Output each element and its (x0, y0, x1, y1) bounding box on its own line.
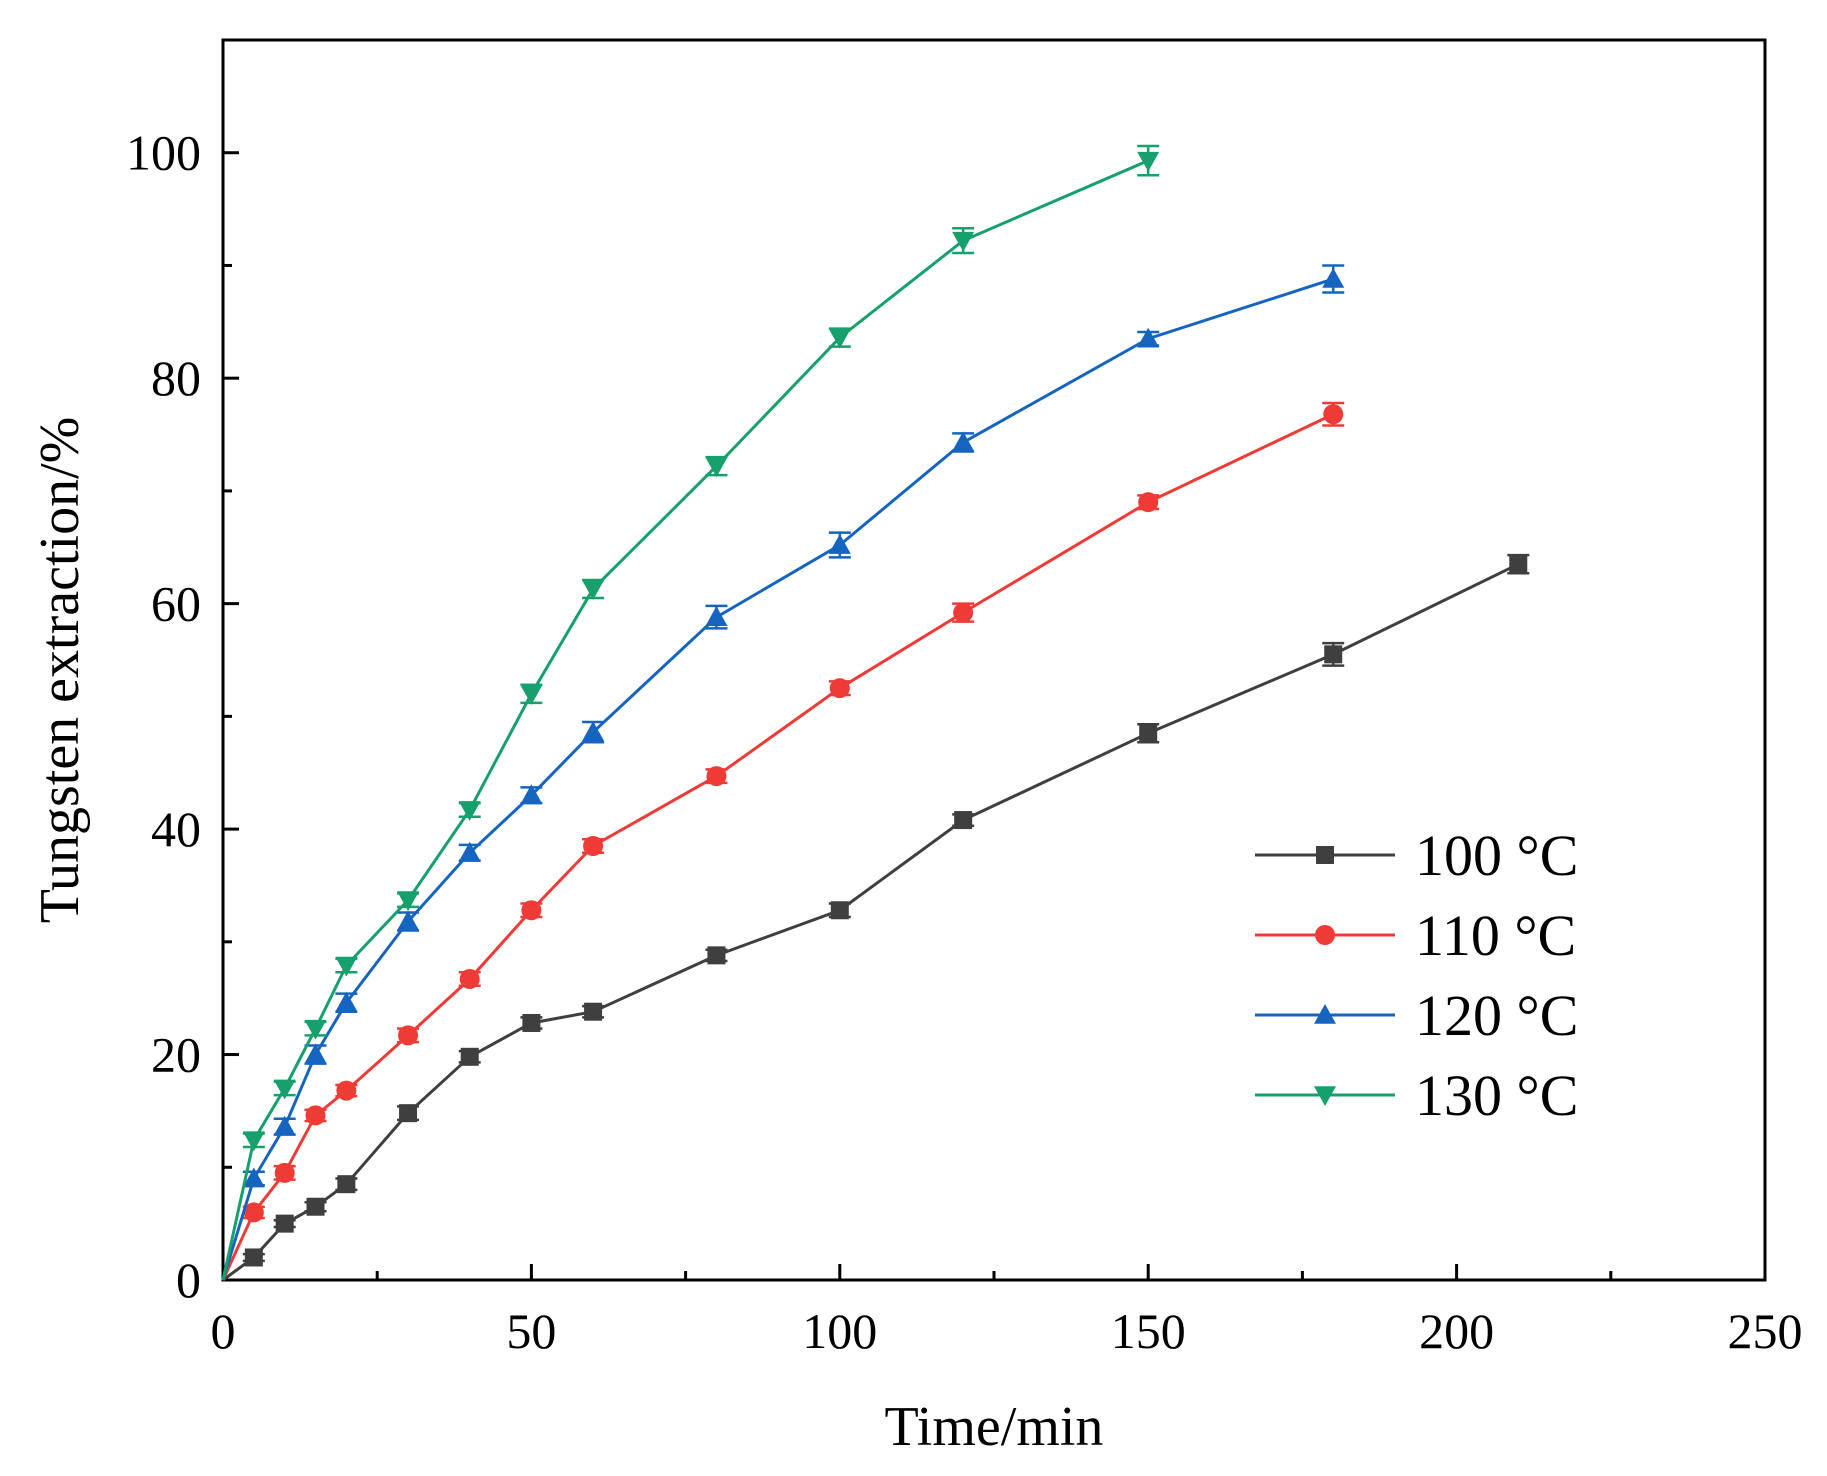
data-point (458, 801, 481, 821)
x-tick-label: 200 (1419, 1303, 1494, 1359)
data-point (1137, 151, 1160, 172)
data-point (460, 1047, 479, 1066)
x-axis-title: Time/min (885, 1396, 1104, 1458)
legend-swatch-marker (1316, 846, 1334, 864)
legend-label: 130 °C (1415, 1063, 1578, 1128)
x-tick-label: 250 (1728, 1303, 1803, 1359)
x-tick-label: 50 (506, 1303, 556, 1359)
data-point (582, 580, 605, 600)
data-point (954, 811, 973, 830)
y-tick-label: 20 (151, 1027, 201, 1083)
legend-label: 110 °C (1415, 903, 1576, 968)
legend: 100 °C 110 °C 120 °C 130 °C (1255, 823, 1578, 1128)
legend-swatch-marker (1315, 925, 1335, 945)
data-point (1322, 267, 1345, 288)
data-point (275, 1214, 294, 1233)
data-point (1138, 492, 1159, 513)
y-tick-label: 40 (151, 801, 201, 857)
data-point (306, 1197, 325, 1216)
axes: 0 50 100 150 200 250 0 20 40 60 80 100 (126, 38, 1803, 1359)
data-point (1509, 555, 1528, 574)
series-1 (222, 553, 1530, 1282)
data-point (1324, 645, 1343, 664)
legend-item: 100 °C (1255, 823, 1578, 888)
data-point (952, 431, 975, 452)
legend-label: 120 °C (1415, 983, 1578, 1048)
data-point (707, 946, 726, 965)
legend-swatch-marker (1314, 1086, 1336, 1106)
data-point (705, 606, 728, 626)
x-tick-label: 0 (211, 1303, 236, 1359)
data-point (243, 1202, 264, 1223)
data-point (520, 784, 543, 805)
y-tick-label: 100 (126, 125, 201, 181)
data-point (273, 1079, 296, 1100)
data-point (520, 685, 543, 705)
y-tick-label: 0 (176, 1252, 201, 1308)
data-point (398, 1025, 419, 1046)
legend-swatch-marker (1314, 1004, 1336, 1024)
data-point (830, 901, 849, 920)
data-point (305, 1105, 326, 1126)
data-point (705, 457, 728, 478)
data-point (397, 891, 420, 912)
data-point (829, 678, 850, 699)
data-point (304, 1043, 327, 1064)
data-point (952, 231, 975, 252)
legend-item: 110 °C (1255, 903, 1576, 968)
y-tick-label: 80 (151, 350, 201, 406)
series-2 (221, 401, 1345, 1281)
x-tick-label: 150 (1111, 1303, 1186, 1359)
data-point (1137, 327, 1160, 348)
data-point (273, 1115, 296, 1136)
data-point (584, 1002, 603, 1021)
data-point (522, 1013, 541, 1032)
data-point (274, 1162, 295, 1183)
data-point (459, 969, 480, 990)
series-3 (221, 264, 1345, 1281)
plot-area (221, 144, 1530, 1282)
data-point (337, 1175, 356, 1194)
data-point (706, 766, 727, 787)
data-point (458, 841, 481, 862)
series-line (222, 562, 1519, 1282)
data-point (335, 991, 358, 1012)
data-point (304, 1019, 327, 1040)
data-point (583, 836, 604, 856)
series-4 (221, 144, 1160, 1281)
y-tick-label: 60 (151, 576, 201, 632)
series-line (221, 159, 1149, 1281)
data-point (399, 1104, 418, 1123)
data-point (242, 1167, 265, 1188)
x-tick-label: 100 (802, 1303, 877, 1359)
legend-label: 100 °C (1415, 823, 1578, 888)
data-point (953, 602, 974, 623)
legend-item: 120 °C (1255, 983, 1578, 1048)
y-axis-title: Tungsten extraction/% (29, 417, 91, 924)
data-point (1139, 724, 1158, 743)
legend-item: 130 °C (1255, 1063, 1578, 1128)
data-point (582, 721, 605, 741)
data-point (828, 328, 851, 349)
series-line (221, 277, 1334, 1281)
data-point (336, 1080, 357, 1101)
data-point (828, 534, 851, 554)
data-point (521, 900, 542, 921)
data-point (1323, 404, 1344, 425)
data-point (335, 956, 358, 977)
data-point (242, 1131, 265, 1152)
data-point (397, 910, 420, 931)
data-point (244, 1248, 263, 1267)
series-line (221, 412, 1334, 1281)
